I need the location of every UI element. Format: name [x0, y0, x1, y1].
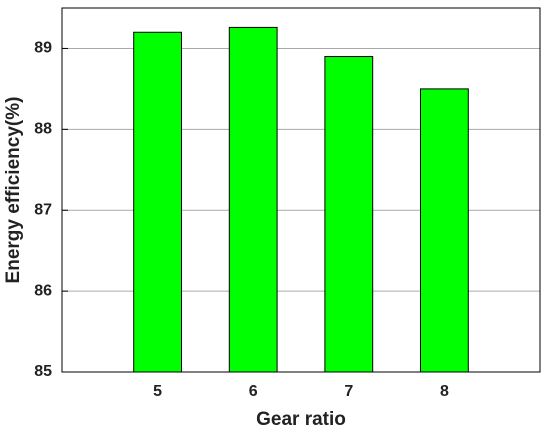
y-tick-label: 88: [34, 121, 52, 138]
x-axis-label: Gear ratio: [256, 409, 346, 430]
bar: [324, 56, 374, 373]
y-tick-label: 89: [34, 40, 52, 57]
bar: [133, 31, 182, 373]
bar: [228, 26, 278, 373]
y-tick-label: 85: [34, 363, 52, 380]
bar: [420, 88, 469, 373]
x-tick-label: 7: [344, 383, 353, 400]
y-tick-label: 87: [34, 201, 52, 218]
y-tick-label: 86: [34, 282, 52, 299]
x-tick-label: 5: [153, 383, 162, 400]
y-axis-label: Energy efficiency(%): [3, 97, 24, 284]
x-tick-label: 6: [249, 383, 258, 400]
x-tick-label: 8: [440, 383, 449, 400]
plot-frame: [61, 7, 541, 373]
